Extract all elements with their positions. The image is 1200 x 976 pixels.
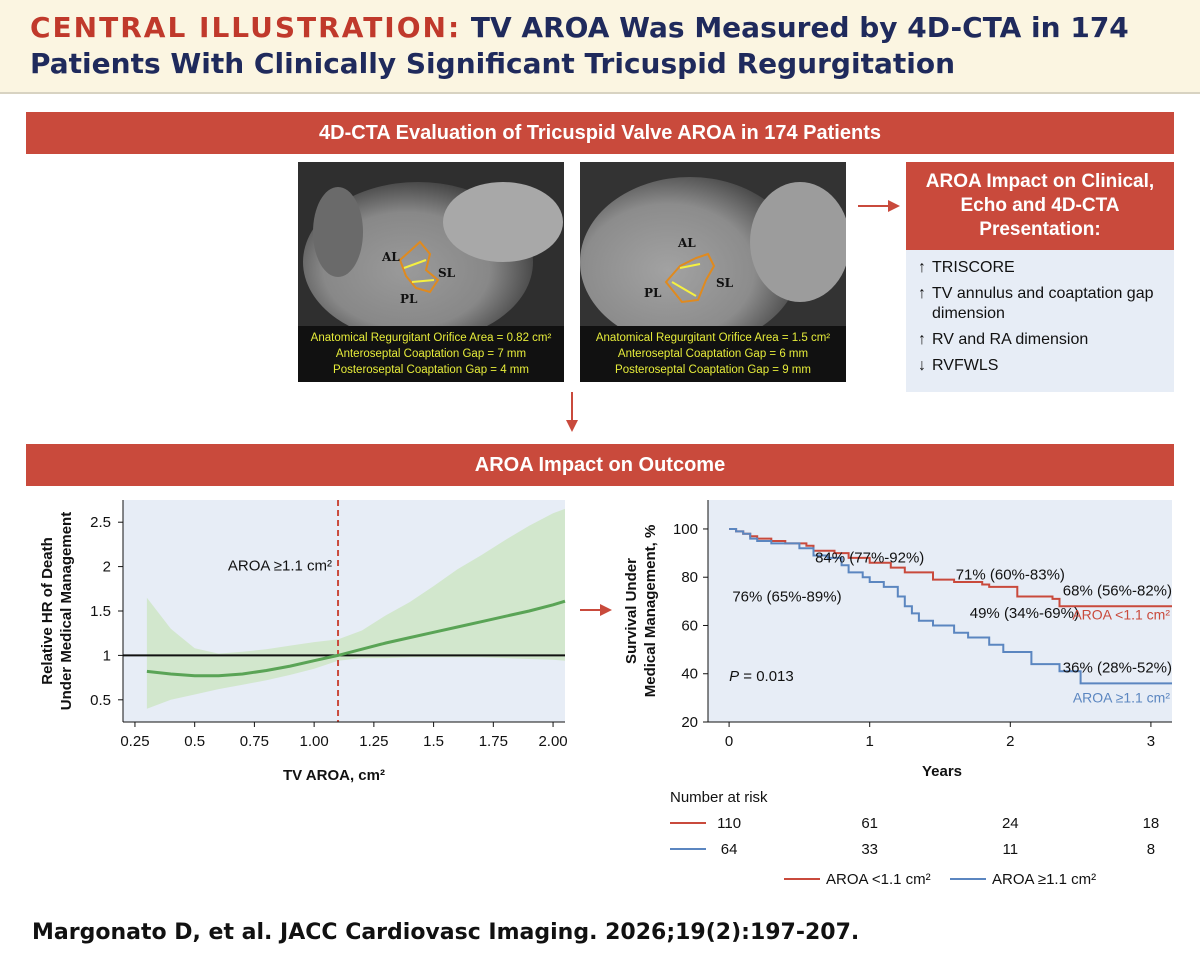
y-tick-label: 2.5 — [90, 514, 111, 531]
survival-annotation-high-aroa: 49% (34%-69%) — [970, 605, 1079, 622]
y-axis-label-line: Survival Under — [623, 558, 640, 664]
risk-count: 18 — [1143, 815, 1160, 832]
ct-image-1: AL SL PL Anatomical Regurgitant Orifice … — [298, 162, 564, 382]
caption-anteroseptal-2: Anteroseptal Coaptation Gap = 6 mm — [617, 348, 809, 360]
risk-count: 61 — [861, 815, 878, 832]
km-curve-low-aroa — [729, 528, 1172, 608]
ct-scan-2-graphic — [580, 162, 846, 326]
risk-count: 110 — [717, 815, 741, 832]
confidence-band — [146, 508, 565, 709]
caption-posteroseptal-2: Posteroseptal Coaptation Gap = 9 mm — [615, 364, 811, 376]
p-value-symbol: P — [729, 668, 739, 685]
km-chart: 84% (77%-92%) 71% (60%-83%)68% (56%-82%) 7… — [623, 500, 1172, 888]
y-axis-label: Relative HR of Death Under Medical Manage… — [39, 512, 75, 710]
title-text: TV AROA Was Measured by 4D-CTA in 174 Pa… — [30, 11, 1129, 80]
hr-curve — [146, 599, 566, 678]
y-tick-label: 1.5 — [90, 603, 111, 620]
arrow-down-to-outcome — [566, 392, 578, 432]
y-tick-label: 0.5 — [90, 692, 111, 709]
citation: Margonato D, et al. JACC Cardiovasc Imag… — [32, 920, 860, 945]
arrow-right-to-survival — [580, 604, 612, 616]
y-tick-label: 60 — [681, 617, 698, 634]
survival-annotation-low-aroa: 84% (77%-92%) — [815, 550, 924, 567]
legend-label-high-aroa: AROA ≥1.1 cm² — [992, 871, 1096, 888]
x-tick-label: 0.5 — [184, 733, 205, 750]
x-tick-label: 0 — [725, 733, 733, 750]
impact-item: ↑ RV and RA dimension — [918, 331, 1089, 348]
evaluation-banner: 4D-CTA Evaluation of Tricuspid Valve ARO… — [26, 112, 1174, 154]
hr-chart: AROA ≥1.1 cm² 0.5 1 1.5 2 2.5 0.25 0.5 0.75 1.00 1… — [39, 500, 568, 784]
p-value-text: = 0.013 — [739, 668, 794, 685]
x-axis-label: Years — [922, 763, 962, 780]
km-curve-high-aroa — [729, 528, 1172, 685]
y-tick-label: 2 — [103, 559, 111, 576]
caption-posteroseptal-1: Posteroseptal Coaptation Gap = 4 mm — [333, 364, 529, 376]
caption-aroa-2: Anatomical Regurgitant Orifice Area = 1.… — [595, 332, 831, 344]
risk-count: 33 — [861, 841, 878, 858]
ct-image-2: AL SL PL Anatomical Regurgitant Orifice … — [580, 162, 846, 382]
survival-annotation-high-aroa: 76% (65%-89%) — [732, 588, 841, 605]
x-tick-label: 2.00 — [538, 733, 567, 750]
km-plot-background — [708, 500, 1172, 722]
impact-item: ↓ RVFWLS — [918, 357, 999, 374]
arrow-right-to-impact — [858, 200, 900, 212]
impact-item: ↑ TRISCORE — [918, 259, 1015, 276]
y-tick-label: 1 — [103, 647, 111, 664]
up-arrow-icon: ↑ — [918, 331, 926, 348]
y-tick-label: 100 — [673, 521, 698, 538]
x-tick-label: 1.25 — [359, 733, 388, 750]
y-axis-label-line: Medical Management, % — [642, 525, 659, 698]
survival-annotation-low-aroa: 71% (60%-83%) — [956, 567, 1065, 584]
impact-list: ↑ TRISCORE ↑ TV annulus and coaptation gap… — [918, 258, 1168, 382]
ct-caption-2: Anatomical Regurgitant Orifice Area = 1.… — [580, 326, 846, 382]
page-title: CENTRAL ILLUSTRATION: TV AROA Was Measur… — [30, 10, 1180, 82]
ct-caption-1: Anatomical Regurgitant Orifice Area = 0.… — [298, 326, 564, 382]
y-axis-label-line: Under Medical Management — [58, 512, 75, 710]
survival-annotation-high-aroa: 36% (28%-52%) — [1063, 660, 1172, 677]
legend-label-low-aroa: AROA <1.1 cm² — [826, 871, 931, 888]
risk-count: 24 — [1002, 815, 1019, 832]
x-tick-label: 3 — [1147, 733, 1155, 750]
cutoff-label: AROA ≥1.1 cm² — [228, 558, 332, 575]
series-label-high-aroa: AROA ≥1.1 cm² — [1073, 690, 1170, 706]
x-tick-label: 2 — [1006, 733, 1014, 750]
survival-annotation-low-aroa: 68% (56%-82%) — [1063, 582, 1172, 599]
number-at-risk-title: Number at risk — [670, 789, 768, 806]
y-tick-label: 40 — [681, 666, 698, 683]
label-pl-1: PL — [400, 292, 418, 306]
outcome-banner: AROA Impact on Outcome — [26, 444, 1174, 486]
label-al-1: AL — [382, 250, 400, 264]
up-arrow-icon: ↑ — [918, 259, 926, 276]
y-axis-label-line: Relative HR of Death — [39, 537, 56, 685]
x-tick-label: 1.00 — [300, 733, 329, 750]
x-tick-label: 0.75 — [240, 733, 269, 750]
label-sl-2: SL — [716, 276, 734, 290]
down-arrow-icon: ↓ — [918, 357, 926, 374]
impact-title: AROA Impact on Clinical, Echo and 4D-CTA… — [906, 162, 1174, 250]
x-axis-label: TV AROA, cm² — [283, 767, 385, 784]
up-arrow-icon: ↑ — [918, 285, 926, 302]
ct-scan-1-graphic — [298, 162, 564, 326]
caption-anteroseptal-1: Anteroseptal Coaptation Gap = 7 mm — [335, 348, 527, 360]
series-label-low-aroa: AROA <1.1 cm² — [1072, 606, 1170, 622]
caption-aroa-1: Anatomical Regurgitant Orifice Area = 0.… — [310, 332, 552, 344]
title-lead: CENTRAL ILLUSTRATION: — [30, 11, 462, 44]
risk-count: 8 — [1147, 841, 1155, 858]
impact-item: ↑ TV annulus and coaptation gap dimension — [918, 285, 1154, 322]
y-tick-label: 20 — [681, 714, 698, 731]
x-tick-label: 1.75 — [479, 733, 508, 750]
label-pl-2: PL — [644, 286, 662, 300]
x-tick-label: 0.25 — [120, 733, 149, 750]
risk-count: 64 — [721, 841, 738, 858]
p-value: P = 0.013 — [729, 668, 794, 685]
label-sl-1: SL — [438, 266, 456, 280]
label-al-2: AL — [678, 236, 696, 250]
x-tick-label: 1.5 — [423, 733, 444, 750]
header: CENTRAL ILLUSTRATION: TV AROA Was Measur… — [0, 0, 1200, 94]
risk-count: 11 — [1003, 841, 1019, 858]
y-axis-label: Survival Under Medical Management, % — [623, 525, 659, 698]
y-tick-label: 80 — [681, 569, 698, 586]
x-tick-label: 1 — [866, 733, 874, 750]
impact-box: AROA Impact on Clinical, Echo and 4D-CTA… — [906, 162, 1174, 392]
